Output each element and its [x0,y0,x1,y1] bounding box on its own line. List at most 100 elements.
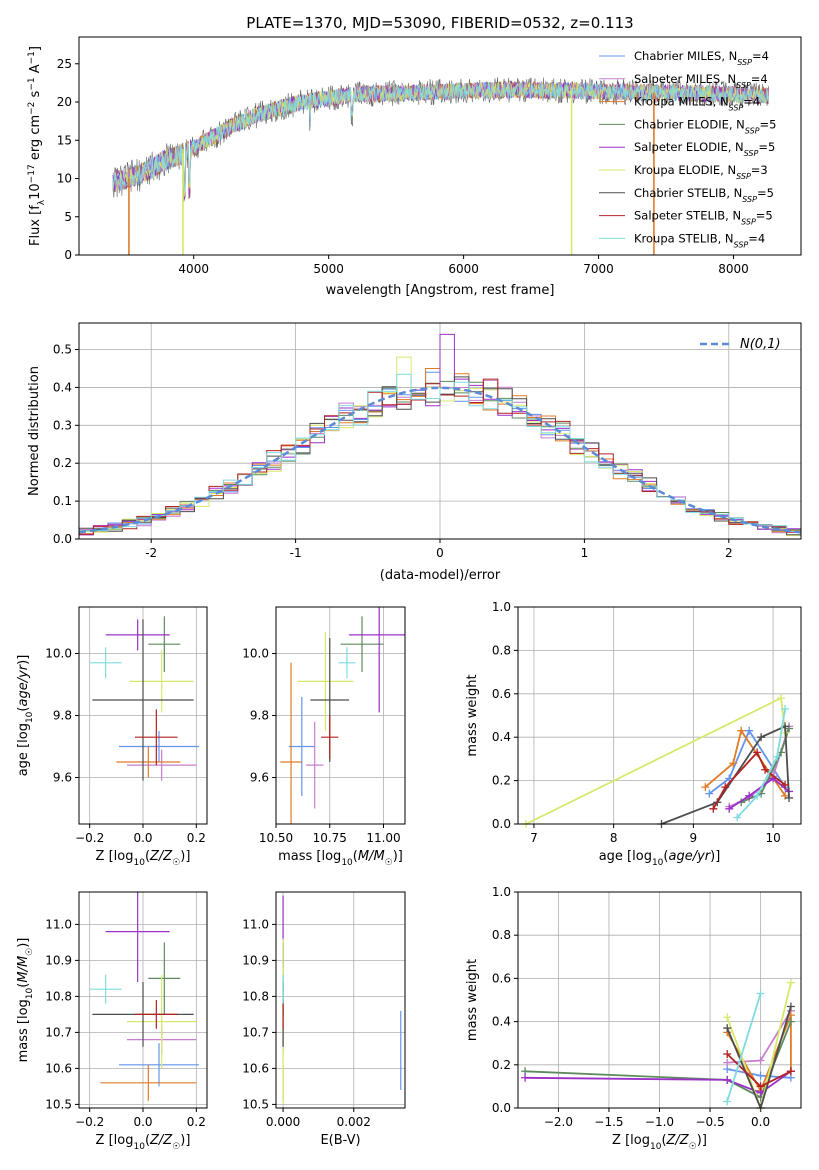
y-tick-label: 0.8 [492,643,511,657]
label-part: ☉ [172,858,180,868]
legend-text: Kroupa ELODIE, N [634,163,736,177]
label-part: ( [16,983,31,988]
x-tick-label: 0.0 [133,1115,152,1129]
label-part: )] [393,849,403,864]
x-tick-label: −0.5 [695,1115,724,1129]
y-tick-label: 10.9 [242,953,269,967]
label-part: Z [log [612,1133,650,1148]
label-part: ( [145,1133,150,1148]
y-tick-label: 20 [57,95,72,109]
massweight-point [723,1050,732,1058]
axes-frame [517,606,802,825]
legend-text: Chabrier MILES, N [634,49,737,63]
legend-text: Chabrier ELODIE, N [634,117,745,131]
legend-sub: SSP [742,194,757,203]
x-axis-label: mass [log10(M/M☉)] [278,849,403,868]
x-axis-label: Z [log10(Z/Z☉)] [96,849,191,868]
y-tick-label: 0.0 [53,532,72,546]
label-part: Flux [f [28,205,43,246]
axes-frame [78,606,208,825]
x-tick-label: 0.0 [751,1115,770,1129]
label-part: M/M [358,849,385,864]
x-axis-label: age [log10(age/yr)] [599,849,721,868]
x-tick-label: 8 [610,831,618,845]
label-part: −17 [27,164,37,183]
massweight-line-series-9 [736,708,786,819]
legend-label: Kroupa MILES, NSSP=4 [634,95,760,113]
y-tick-label: 10.0 [45,647,72,661]
y-tick-label: 11.0 [45,917,72,931]
label-part: −1 [27,77,37,90]
legend-value: =5 [758,140,775,154]
x-tick-label: 4000 [178,262,209,276]
label-part: 10 [25,711,35,723]
panel-z_mass: −0.2 0.0 0.2 10.5 10.6 10.7 10.8 10.9 11.0 Z [log… [16,891,208,1152]
legend-value: =5 [756,209,773,223]
massweight-point [723,1075,732,1084]
x-tick-label: −1.5 [594,1115,623,1129]
legend-sub: SSP [734,240,749,249]
x-tick-label: 1 [581,546,589,560]
legend-text: Salpeter ELODIE, N [634,140,744,154]
label-part: Z/Z [149,1133,173,1148]
axes-frame [78,891,208,1109]
panel-z_age: −0.2 0.0 0.29.69.810.0Z [log10(Z/Z☉)]age [… [16,606,208,868]
legend-value: =4 [751,72,768,86]
massweight-point [737,726,746,735]
y-axis-label: Flux [fλ10−17 erg cm−2 s−1 A−1] [27,46,47,246]
y-tick-label: 0.2 [53,456,72,470]
massweight-point [745,791,754,800]
panel-ebv_mass: 0.000 0.002 10.5 10.6 10.7 10.8 10.9 11.0 E(B-V) [242,891,406,1148]
massweight-point [723,1013,732,1022]
y-tick-label: 10.0 [242,647,269,661]
label-part: ( [145,849,150,864]
label-part: )] [710,849,720,864]
label-part: 10 [133,858,145,868]
legend-text: Kroupa STELIB, N [634,231,734,245]
massweight-point [753,791,762,800]
label-part: ( [16,707,31,712]
label-part: )] [180,1133,190,1148]
legend-label: Chabrier MILES, NSSP=4 [634,49,769,67]
x-tick-label: -1 [290,546,302,560]
y-axis-label: mass [log10(M/M☉)] [16,938,35,1063]
x-tick-label: −1.0 [645,1115,674,1129]
y-axis-label: mass weight [465,959,480,1041]
label-part: age/yr [668,849,711,864]
y-tick-label: 0.5 [53,343,72,357]
legend-label: Kroupa ELODIE, NSSP=3 [634,163,768,181]
massweight-point [723,1058,732,1067]
label-part: A [28,64,43,77]
y-tick-label: 10.8 [242,989,269,1003]
y-axis-label: mass weight [465,674,480,756]
y-tick-label: 10.7 [242,1025,269,1039]
y-tick-label: 0.3 [53,418,72,432]
x-tick-label: 0.2 [187,831,206,845]
massweight-point [756,1071,765,1080]
y-tick-label: 15 [57,133,72,147]
legend-sub: SSP [744,149,759,158]
label-part: )] [16,938,31,948]
axes-frame [78,322,802,540]
figure-title: PLATE=1370, MJD=53090, FIBERID=0532, z=0… [246,14,633,32]
massweight-line-series-6 [726,982,792,1108]
label-part: 10 [341,858,353,868]
x-tick-label: −0.2 [75,1115,104,1129]
label-part: Z [log [96,849,134,864]
legend-value: =3 [751,163,768,177]
legend-sub: SSP [745,126,760,135]
y-tick-label: 10.9 [45,953,72,967]
legend-sub: SSP [737,58,752,67]
spectrum-line-series-9 [112,81,769,192]
label-part: )] [697,1133,707,1148]
massweight-point [757,733,766,742]
x-tick-label: 10.75 [313,831,347,845]
label-part: ☉ [172,1142,180,1152]
x-axis-label: E(B-V) [320,1133,360,1148]
label-part: Z/Z [149,849,173,864]
massweight-line-series-9 [726,993,762,1102]
massweight-point [705,789,714,798]
massweight-point [701,783,710,792]
